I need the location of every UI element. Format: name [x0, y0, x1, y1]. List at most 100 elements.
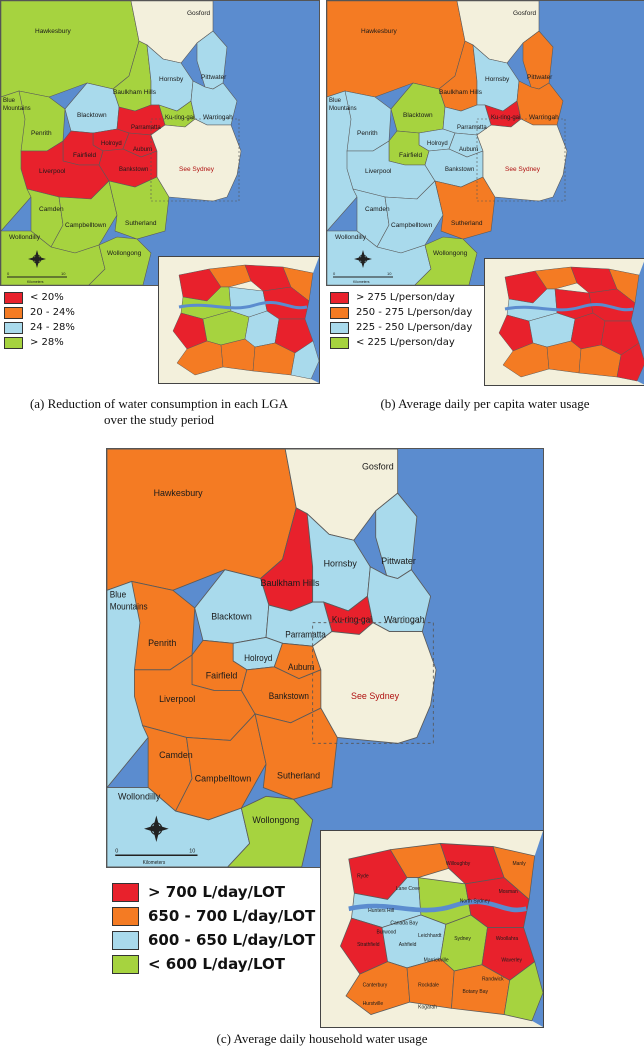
legend-a-item-4: > 28%: [4, 335, 75, 350]
map-label-gosford: Gosford: [187, 10, 211, 17]
map-label-warringah: Warringah: [384, 614, 425, 624]
map-label-blue-mountains-1: Blue: [3, 98, 16, 104]
map-label-bankstown: Bankstown: [119, 167, 148, 173]
compass-star: [354, 250, 372, 268]
lga-region-blacktown: [194, 569, 270, 644]
legend-swatch: [4, 336, 23, 349]
map-label-liverpool: Liverpool: [365, 168, 392, 175]
map-label-penrith: Penrith: [31, 130, 52, 137]
lga-region-penrith: [344, 90, 392, 152]
inset-b-svg: [485, 259, 644, 385]
inset-label-ryde: Ryde: [357, 873, 369, 879]
inset-a-svg: [159, 257, 319, 383]
inset-label-sydney: Sydney: [454, 936, 471, 942]
lga-region-hawkesbury: [327, 1, 466, 98]
map-label-fairfield: Fairfield: [399, 152, 423, 159]
inset-region-2: [534, 266, 578, 290]
map-panel-a: 0 10 Kilometers Hawkesbury Gosford Blue Mounta…: [0, 0, 320, 286]
map-label-warringah: Warringah: [529, 114, 559, 121]
map-label-campbelltown: Campbelltown: [65, 222, 107, 229]
sydney-urban-area: [312, 622, 437, 744]
inset-map-b: [484, 258, 644, 386]
caption-b: (b) Average daily per capita water usage: [326, 396, 644, 412]
scale-label-zero: 0: [115, 848, 118, 854]
map-b-svg: 0 10 Kilometers Hawkesbury Gosford Blue Mounta…: [327, 1, 644, 285]
lga-region-blacktown: [390, 82, 446, 134]
legend-c-item-4: < 600 L/day/LOT: [112, 952, 315, 976]
map-label-blacktown: Blacktown: [211, 611, 252, 621]
map-panel-b: 0 10 Kilometers Hawkesbury Gosford Blue Mounta…: [326, 0, 644, 286]
inset-region-13: [220, 338, 256, 372]
map-label-holroyd: Holroyd: [244, 653, 273, 663]
map-label-parramatta: Parramatta: [131, 125, 161, 131]
caption-b-line: (b) Average daily per capita water usage: [380, 396, 590, 411]
inset-extent-box: [150, 118, 240, 202]
map-label-kuringgai: Ku-ring-gai: [491, 115, 520, 121]
map-label-campbelltown: Campbelltown: [391, 222, 433, 229]
caption-c-line: (c) Average daily household water usage: [216, 1031, 428, 1046]
legend-b-item-4: < 225 L/person/day: [330, 335, 472, 350]
map-label-holroyd: Holroyd: [427, 141, 448, 147]
map-label-auburn: Auburn: [459, 147, 478, 153]
ocean-area: [301, 449, 543, 867]
map-label-bankstown: Bankstown: [445, 167, 474, 173]
map-label-fairfield: Fairfield: [206, 670, 238, 680]
map-label-warringah: Warringah: [203, 114, 233, 121]
inset-label-kogarah: Kogarah: [418, 1004, 437, 1010]
lga-region-sutherland: [254, 707, 338, 800]
legend-b-item-1: > 275 L/person/day: [330, 290, 472, 305]
map-label-pittwater: Pittwater: [201, 74, 227, 81]
inset-map-a: [158, 256, 320, 384]
map-label-penrith: Penrith: [148, 638, 176, 648]
map-label-auburn: Auburn: [288, 661, 315, 671]
lga-region-warringah: [190, 80, 238, 126]
map-panel-c: 0 10 Kilometers Hawkesbury Gosford Blue Mounta…: [106, 448, 544, 868]
inset-label-ashfield: Ashfield: [399, 942, 417, 948]
legend-swatch: [330, 336, 349, 349]
lga-region-wollongong: [414, 236, 478, 285]
legend-label: > 28%: [30, 337, 64, 348]
legend-swatch: [330, 291, 349, 304]
legend-label: 250 - 275 L/person/day: [356, 307, 473, 318]
lga-region-wollongong: [88, 236, 152, 285]
inset-map-c: Ryde Willoughby North Sydney Mosman Lane Cov…: [320, 830, 544, 1028]
inset-label-botany-bay: Botany Bay: [463, 989, 489, 995]
map-label-pittwater: Pittwater: [527, 74, 553, 81]
map-label-camden: Camden: [365, 206, 390, 213]
map-label-hawkesbury: Hawkesbury: [154, 488, 203, 498]
legend-label: 600 - 650 L/day/LOT: [148, 931, 316, 949]
compass-ring: [150, 822, 163, 836]
map-label-sutherland: Sutherland: [451, 220, 483, 227]
inset-region-2: [208, 264, 252, 288]
legend-swatch: [330, 306, 349, 319]
lga-region-penrith: [18, 90, 66, 152]
map-label-see-sydney: See Sydney: [351, 691, 399, 701]
caption-c: (c) Average daily household water usage: [0, 1031, 644, 1047]
lga-region-penrith: [131, 580, 196, 671]
map-label-liverpool: Liverpool: [159, 694, 195, 704]
inset-label-leichhardt: Leichhardt: [418, 933, 442, 939]
legend-c-item-1: > 700 L/day/LOT: [112, 880, 315, 904]
map-label-wollongong: Wollongong: [107, 250, 142, 257]
inset-label-manly: Manly: [512, 861, 526, 867]
compass-icon: [28, 250, 46, 268]
inset-label-mosman: Mosman: [499, 889, 518, 895]
inset-region-15: [290, 340, 319, 380]
inset-harbour: [348, 899, 527, 913]
inset-label-strathfield: Strathfield: [357, 942, 380, 948]
map-label-liverpool: Liverpool: [39, 168, 66, 175]
map-label-wollongong: Wollongong: [433, 250, 468, 257]
legend-c-item-3: 600 - 650 L/day/LOT: [112, 928, 315, 952]
sydney-urban-area: [150, 118, 242, 202]
inset-label-marrickville: Marrickville: [424, 957, 449, 963]
legend-swatch: [4, 321, 23, 334]
compass-ring: [32, 254, 42, 264]
map-label-see-sydney: See Sydney: [179, 166, 215, 173]
legend-label: < 20%: [30, 292, 64, 303]
map-label-hornsby: Hornsby: [159, 76, 184, 83]
inset-label-randwick: Randwick: [482, 976, 504, 982]
legend-c: > 700 L/day/LOT 650 - 700 L/day/LOT 600 …: [112, 880, 315, 976]
map-label-blue-mountains-1: Blue: [329, 98, 342, 104]
scale-label-zero: 0: [333, 271, 336, 276]
compass-icon: [144, 815, 169, 842]
